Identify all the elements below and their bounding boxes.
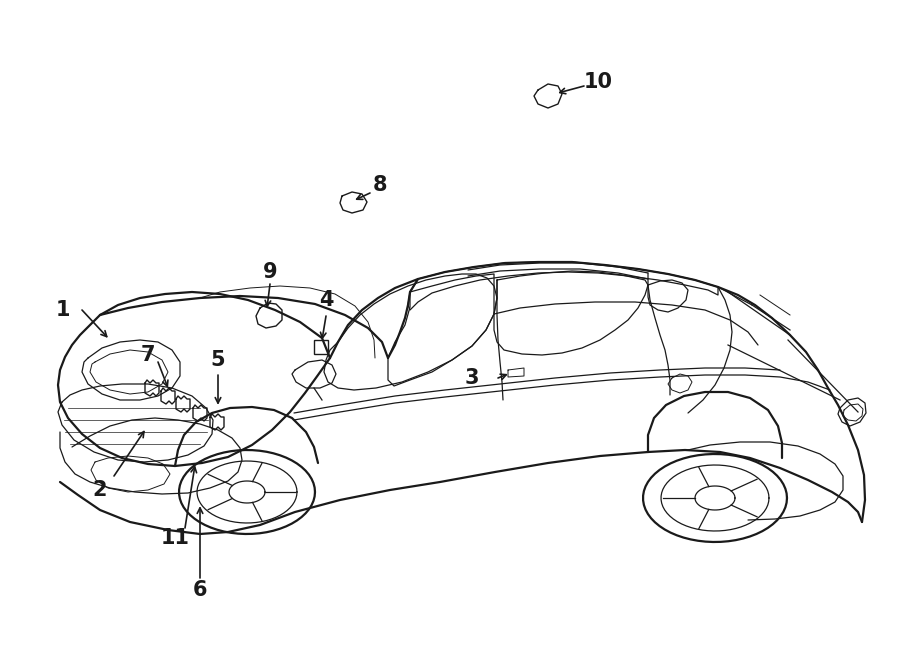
Text: 5: 5 [211, 350, 225, 370]
Bar [314, 340, 328, 354]
Text: 1: 1 [56, 300, 70, 320]
Text: 2: 2 [93, 480, 107, 500]
Text: 10: 10 [583, 72, 613, 92]
Text: 6: 6 [193, 580, 207, 600]
Text: 11: 11 [160, 528, 190, 548]
Text: 8: 8 [373, 175, 387, 195]
Text: 9: 9 [263, 262, 277, 282]
Text: 4: 4 [319, 290, 333, 310]
Text: 7: 7 [140, 345, 155, 365]
Text: 3: 3 [464, 368, 479, 388]
